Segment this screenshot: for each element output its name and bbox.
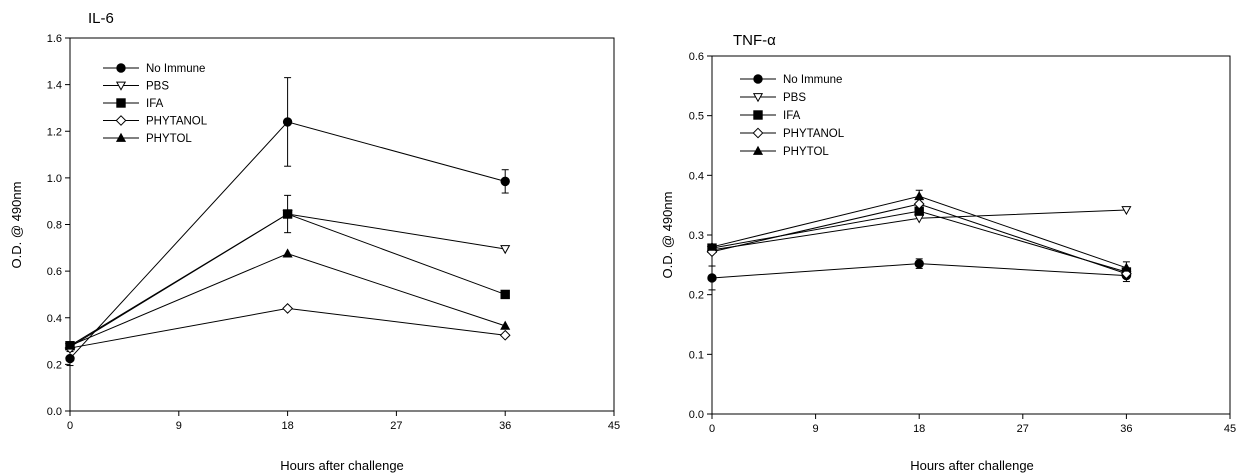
data-point	[913, 198, 925, 210]
series-line	[69, 253, 506, 347]
y-tick-label: 0.4	[47, 313, 62, 325]
data-point	[499, 329, 511, 341]
series-line	[69, 213, 506, 347]
x-tick-label: 45	[1224, 423, 1236, 435]
legend-marker	[116, 63, 126, 73]
legend-label: PHYTOL	[783, 146, 829, 158]
y-tick-label: 1.4	[47, 80, 62, 92]
legend-label: IFA	[146, 98, 164, 110]
data-point	[500, 245, 511, 255]
legend-marker	[115, 132, 127, 142]
x-tick-label: 45	[608, 420, 620, 432]
plot-frame	[69, 37, 615, 412]
data-point	[282, 117, 293, 127]
y-tick-label: 0.2	[47, 359, 62, 371]
y-tick-label: 1.2	[47, 126, 62, 138]
x-tick-label: 0	[67, 420, 73, 432]
data-point	[500, 176, 510, 187]
chart-title: IL-6	[88, 10, 114, 27]
data-point	[914, 258, 924, 269]
data-point	[707, 273, 717, 283]
y-tick-label: 0.3	[689, 230, 704, 242]
x-tick-label: 9	[813, 423, 819, 435]
y-tick-label: 0.0	[689, 409, 704, 421]
y-tick-label: 1.0	[47, 173, 62, 185]
legend-marker	[115, 115, 127, 126]
x-axis-title: Hours after challenge	[910, 458, 1034, 473]
x-tick-label: 36	[499, 420, 511, 432]
y-tick-label: 0.2	[689, 290, 704, 302]
legend-marker	[115, 81, 127, 91]
data-point	[706, 241, 718, 251]
data-point	[1121, 262, 1132, 272]
y-axis-title: O.D. @ 490nm	[660, 192, 675, 279]
data-point	[914, 190, 925, 201]
legend-label: PHYTANOL	[146, 116, 208, 128]
y-tick-label: 0.6	[47, 266, 62, 278]
x-tick-label: 27	[1017, 423, 1029, 435]
data-point	[500, 320, 511, 330]
x-tick-label: 18	[281, 420, 293, 432]
chart-title: TNF-α	[733, 32, 776, 49]
data-point	[282, 209, 293, 219]
series-line	[69, 307, 506, 349]
y-tick-label: 0.8	[47, 220, 62, 232]
x-tick-label: 27	[390, 420, 402, 432]
data-point	[500, 289, 510, 300]
legend-marker	[752, 145, 764, 155]
data-point	[282, 248, 293, 258]
legend-marker	[752, 93, 764, 103]
legend-label: No Immune	[783, 74, 842, 86]
x-axis-title: Hours after challenge	[280, 458, 404, 473]
x-tick-label: 18	[913, 423, 925, 435]
legend-label: No Immune	[146, 63, 205, 75]
data-point	[64, 340, 76, 350]
y-tick-label: 1.6	[47, 33, 62, 45]
y-tick-label: 0.6	[689, 51, 704, 63]
data-point	[1121, 206, 1132, 216]
y-axis-title: O.D. @ 490nm	[9, 182, 24, 269]
legend-label: PHYTOL	[146, 133, 192, 145]
legend-label: IFA	[783, 110, 801, 122]
y-tick-label: 0.4	[689, 170, 704, 182]
legend-marker	[753, 74, 763, 84]
legend-marker	[753, 110, 763, 120]
legend-marker	[116, 98, 126, 108]
x-tick-label: 36	[1120, 423, 1132, 435]
legend-label: PBS	[783, 92, 806, 104]
x-tick-label: 0	[709, 423, 715, 435]
data-point	[282, 303, 294, 314]
legend-label: PHYTANOL	[783, 128, 845, 140]
x-tick-label: 9	[176, 420, 182, 432]
il6-chart: IL-6 Hours after challenge O.D. @ 490nm …	[9, 10, 620, 473]
legend-label: PBS	[146, 81, 169, 93]
y-tick-label: 0.5	[689, 111, 704, 123]
y-tick-label: 0.0	[47, 406, 62, 418]
legend-marker	[752, 127, 764, 139]
tnf-alpha-chart: TNF-α Hours after challenge O.D. @ 490nm…	[660, 32, 1236, 473]
y-tick-label: 0.1	[689, 349, 704, 361]
data-point	[65, 353, 75, 364]
